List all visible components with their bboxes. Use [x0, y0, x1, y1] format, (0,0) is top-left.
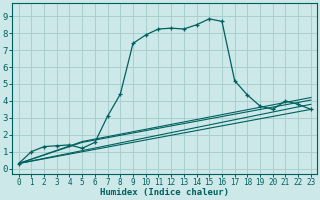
X-axis label: Humidex (Indice chaleur): Humidex (Indice chaleur): [100, 188, 229, 197]
